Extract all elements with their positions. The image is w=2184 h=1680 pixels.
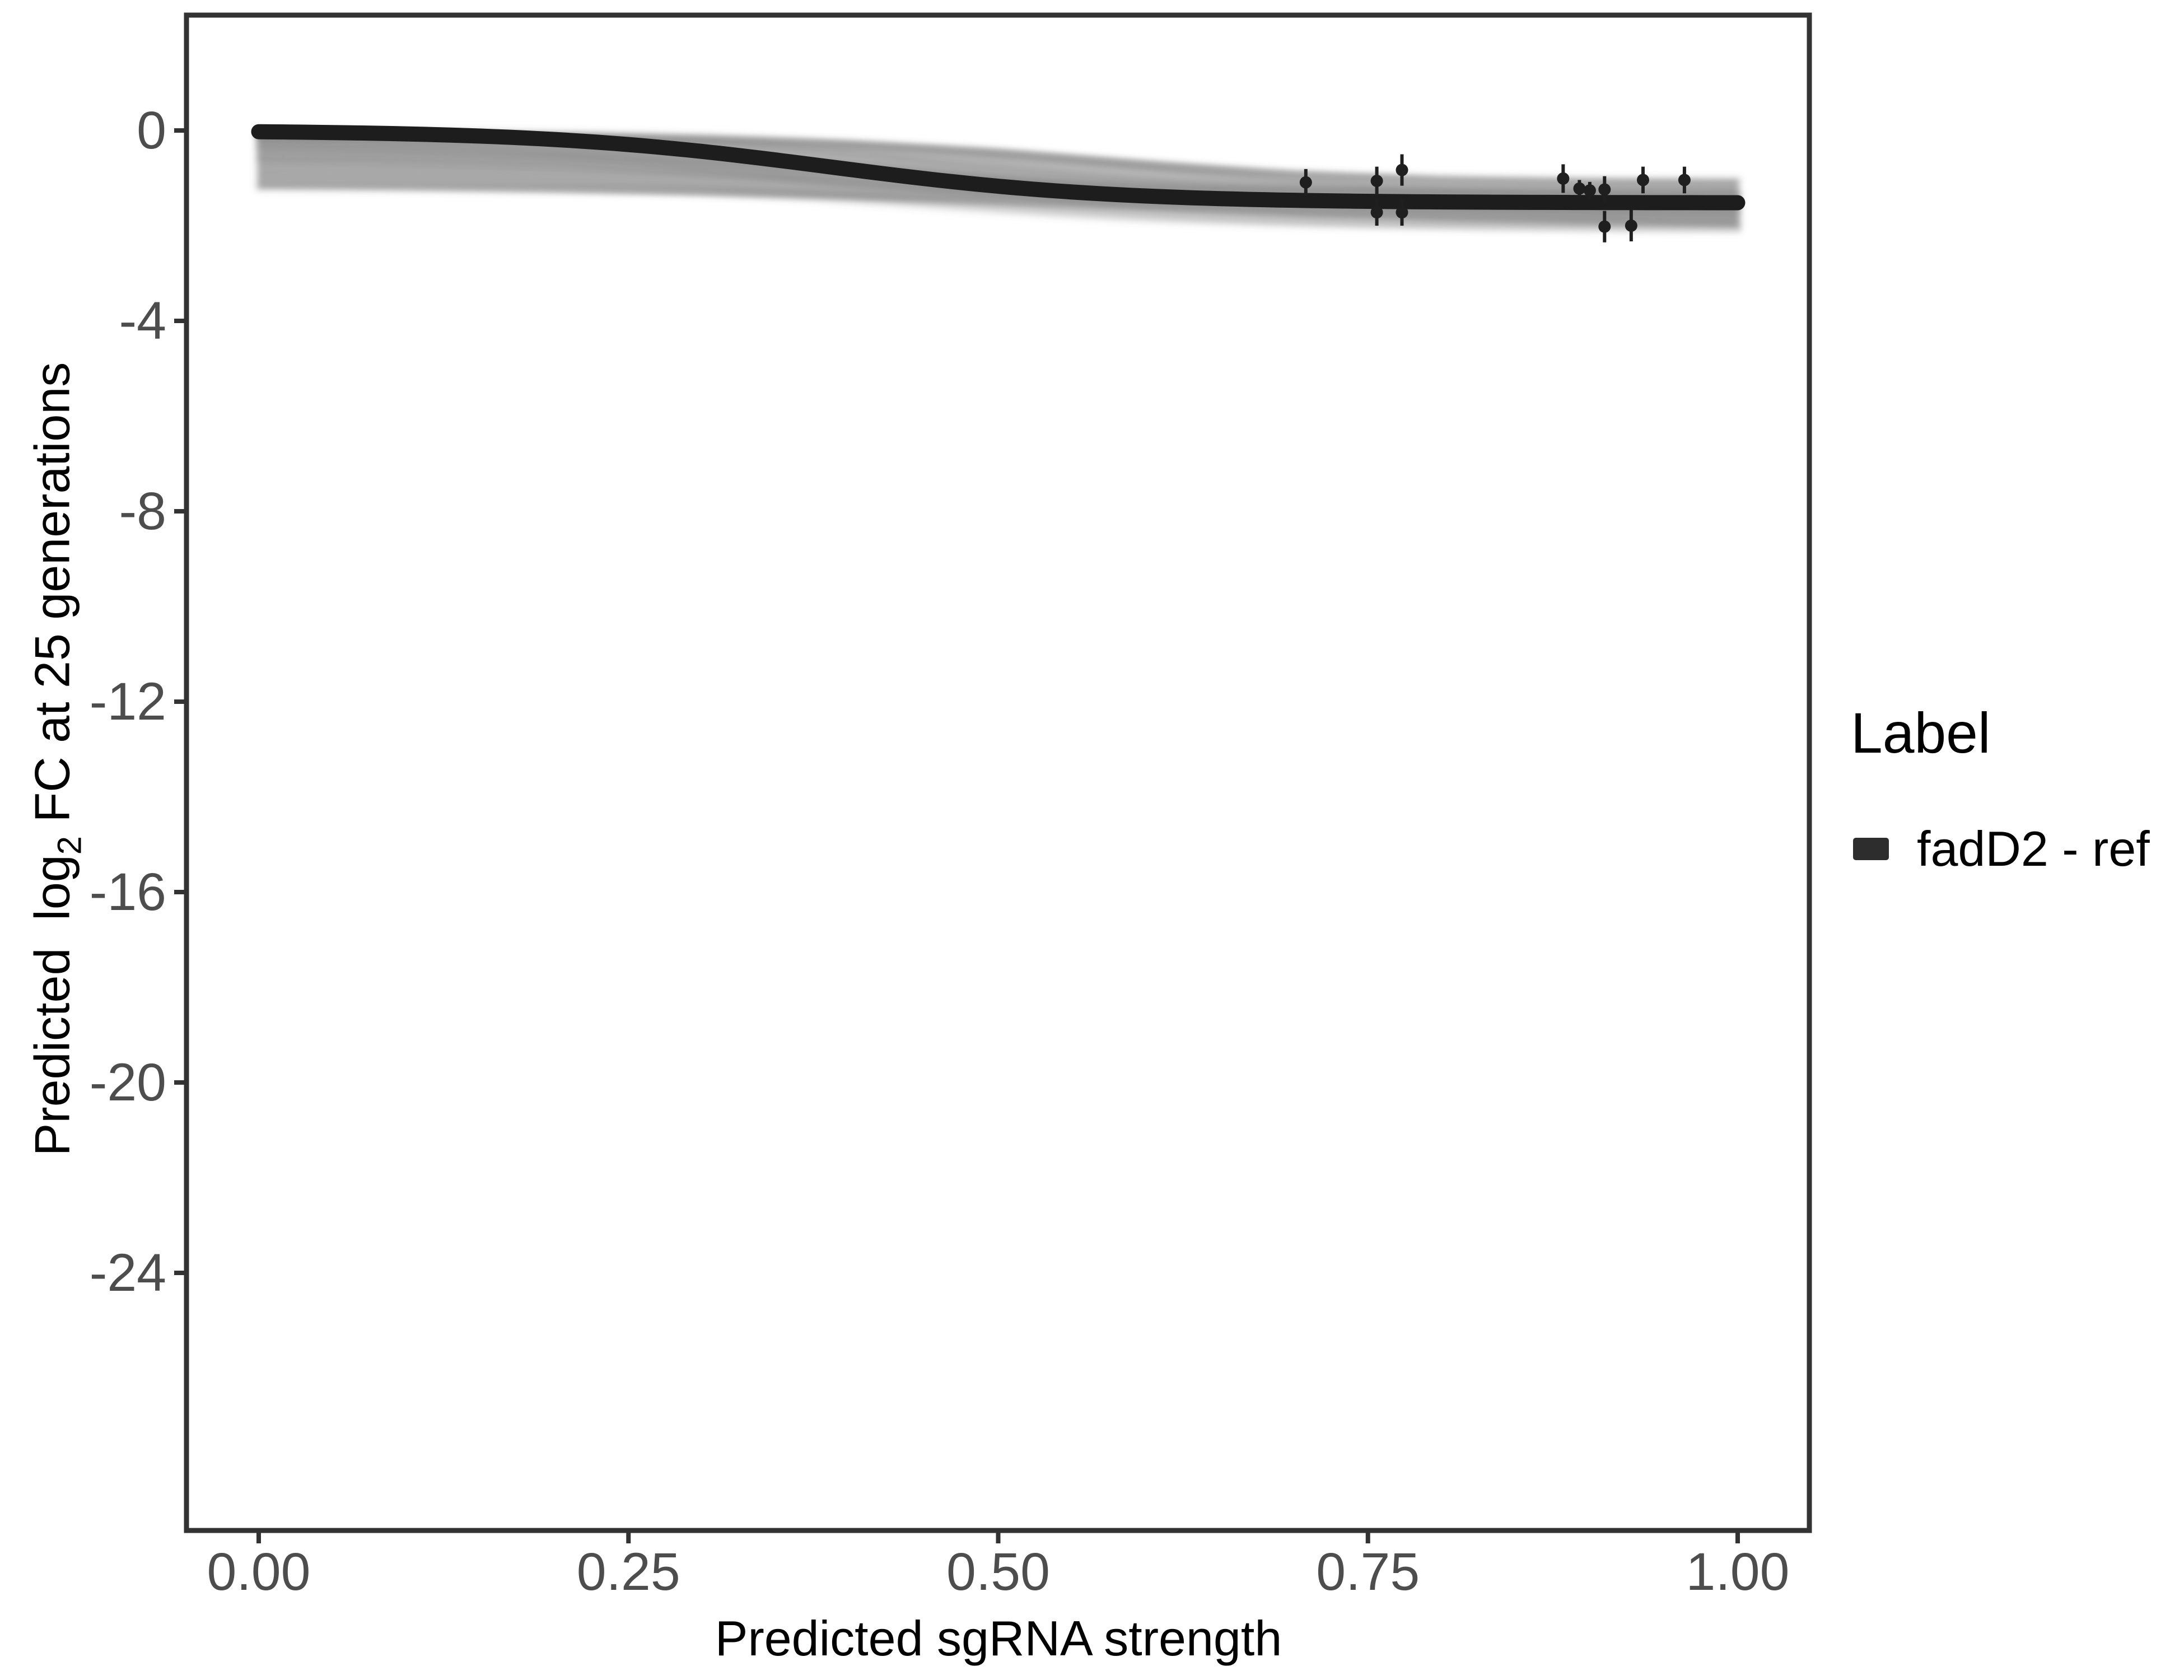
x-tick-label: 0.75 [1316,1542,1420,1602]
legend-item: fadD2 - ref [1851,824,2150,874]
axis-tick-marks [174,128,1740,1543]
pointrange-marker [1583,181,1596,199]
x-tick-label: 0.50 [946,1542,1050,1602]
pointrange-marker [1625,209,1637,242]
y-tick-label: -24 [89,1243,166,1303]
pointrange-marker [1370,199,1383,226]
y-tick-label: -8 [119,482,166,541]
panel-border [184,12,1812,1533]
y-axis-title-suffix: FC at 25 generations [24,362,80,836]
pointrange-marker [1678,166,1691,194]
pointrange-marker [1636,166,1649,194]
x-axis-title: Predicted sgRNA strength [715,1611,1282,1666]
data-points [1299,154,1691,242]
pointrange-marker [1598,176,1611,203]
pointrange-marker [1370,166,1383,195]
y-tick-label: -12 [89,672,166,731]
pointrange-marker [1598,211,1611,242]
y-tick-label: 0 [137,101,166,160]
pointrange-marker [1557,164,1570,193]
y-tick-label: -4 [119,291,166,351]
pointrange-marker [1573,180,1586,197]
y-axis-title-subscript: 2 [50,836,88,855]
y-tick-label: -16 [89,862,166,922]
legend-line-key-swatch [1853,838,1889,860]
x-tick-label: 1.00 [1686,1542,1790,1602]
legend-item-label: fadD2 - ref [1917,821,2150,876]
legend-title: Label [1851,701,1991,765]
y-tick-label: -20 [89,1053,166,1112]
pointrange-marker [1299,169,1312,196]
x-tick-label: 0.25 [576,1542,680,1602]
fitted-curve-line [251,124,1746,211]
pointrange-marker [1396,154,1408,186]
legend: Label fadD2 - ref [1851,704,2150,874]
x-tick-label: 0.00 [207,1542,311,1602]
pointrange-marker [1396,199,1408,226]
